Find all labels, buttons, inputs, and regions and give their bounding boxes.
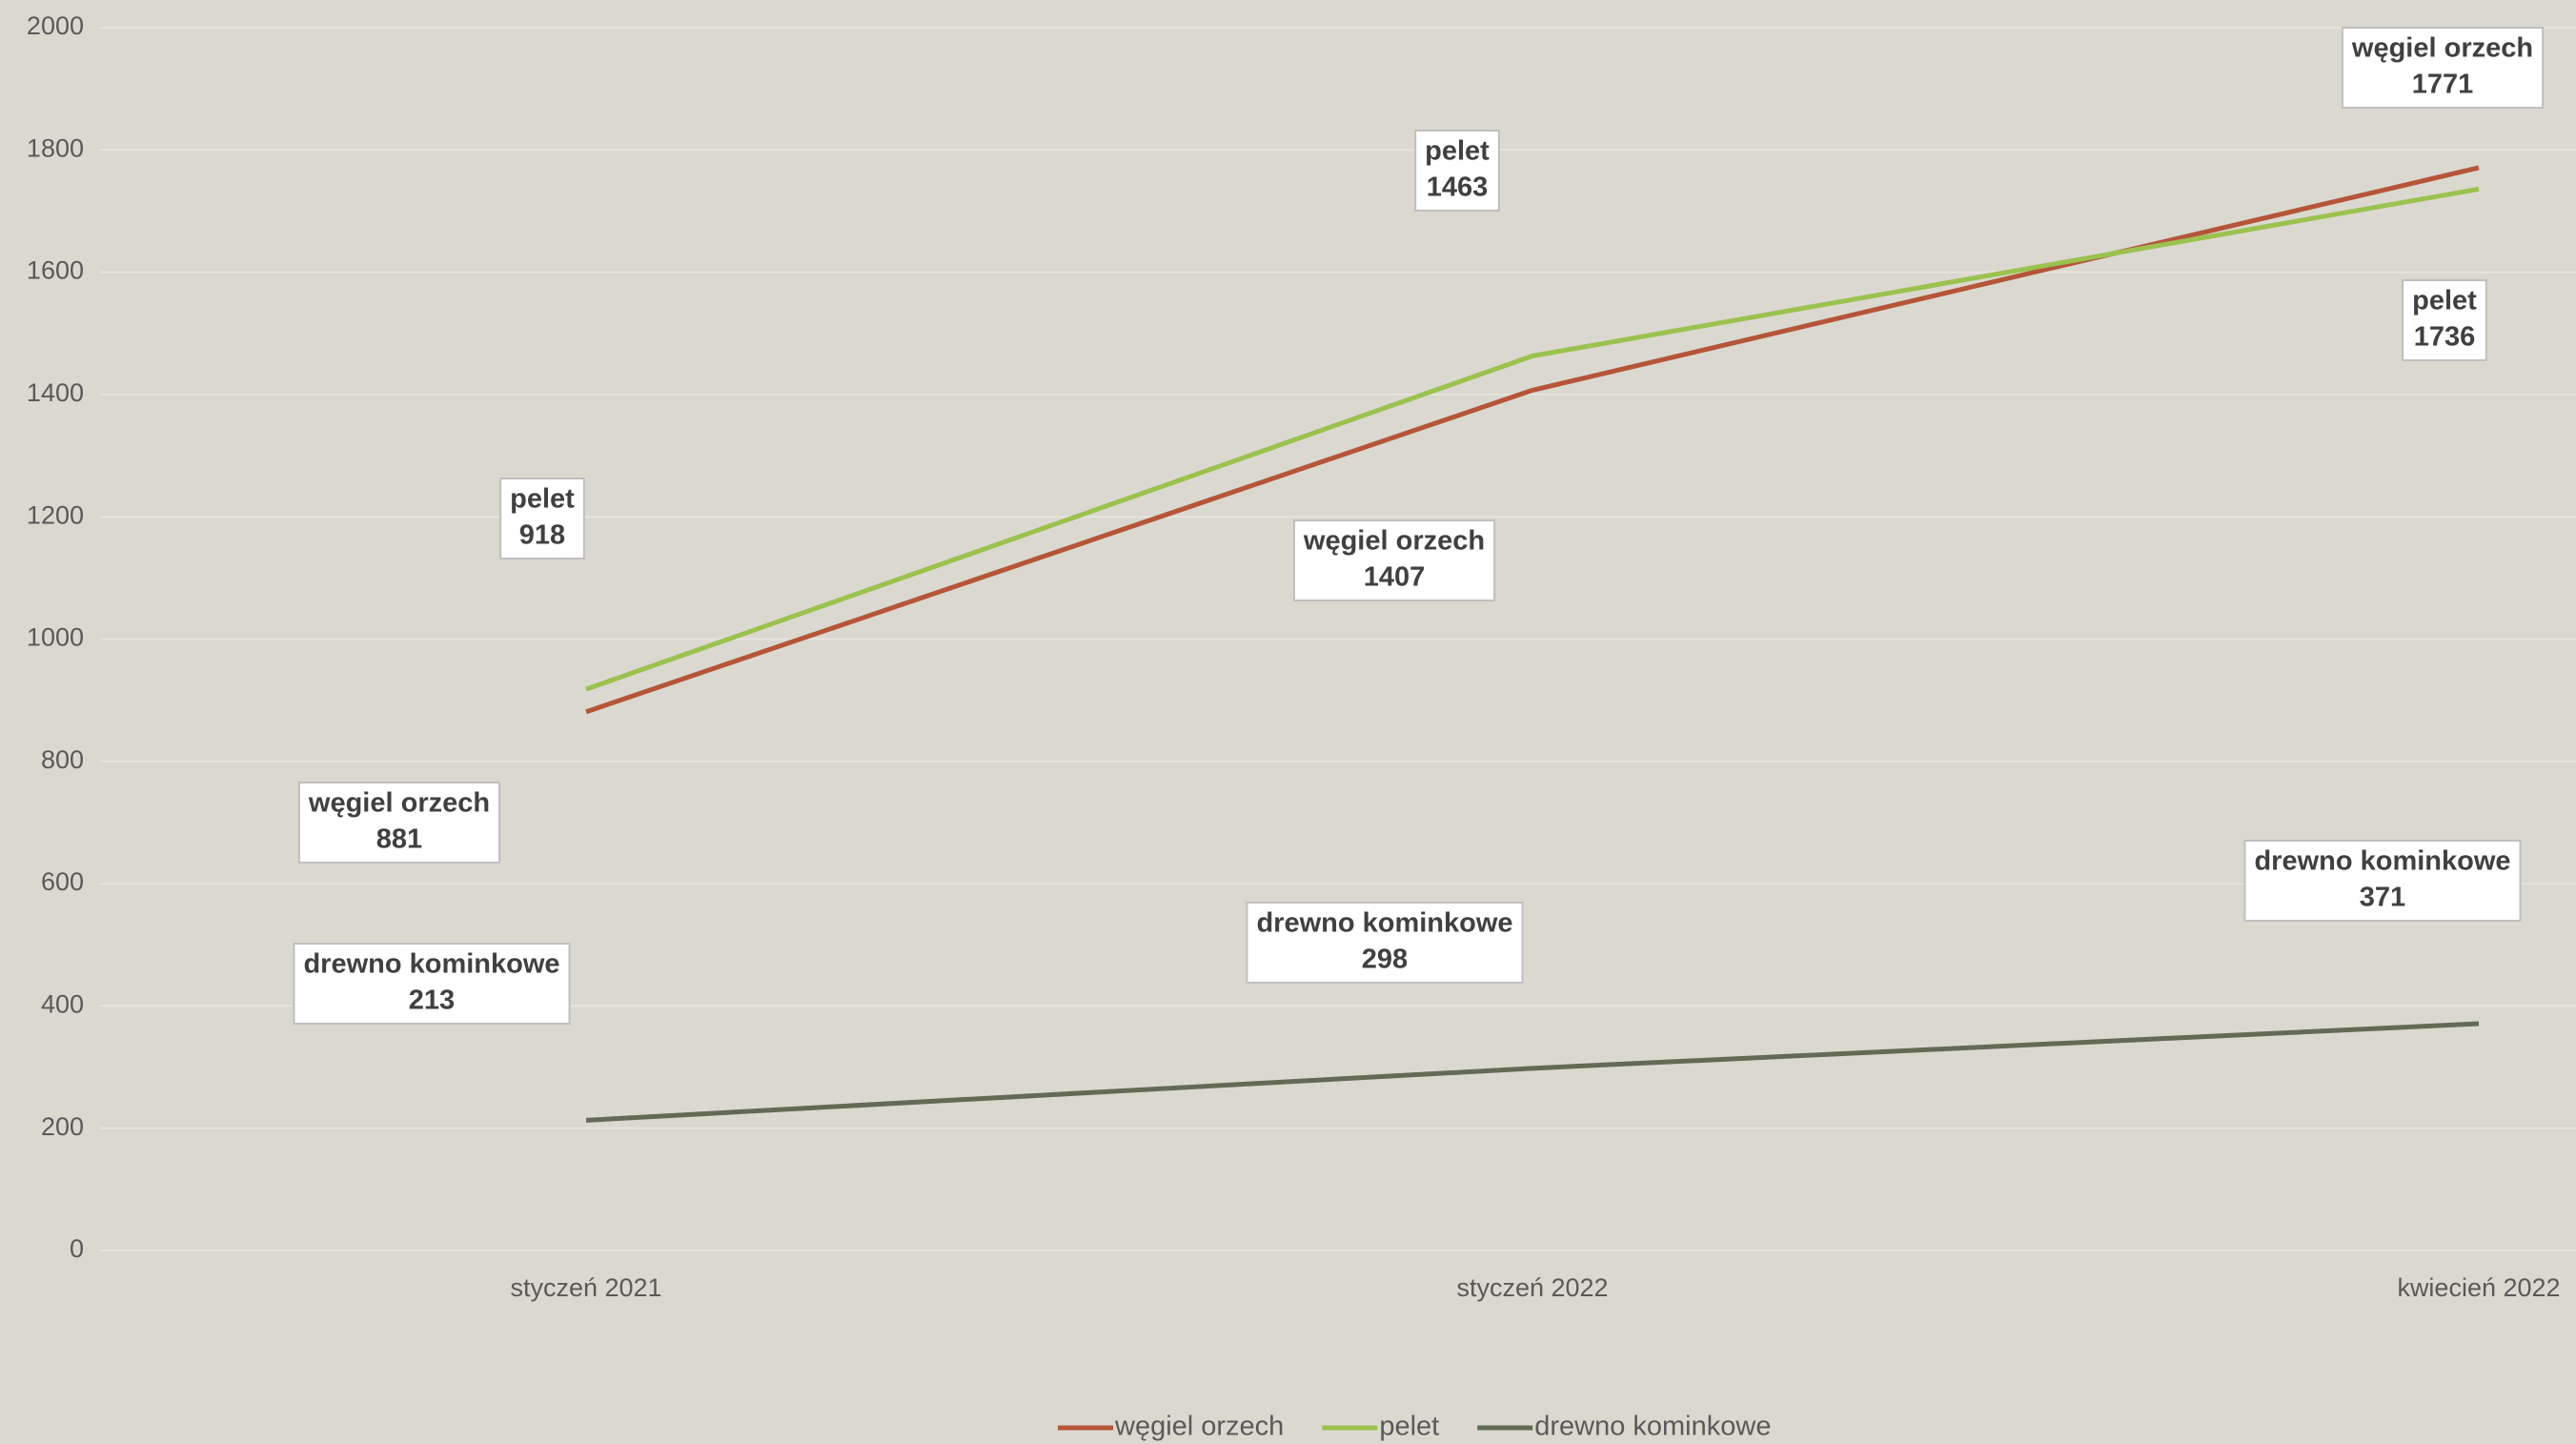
data-label-value: 213 (409, 986, 455, 1016)
data-label-name: pelet (2412, 286, 2477, 316)
data-label-box (2402, 279, 2487, 361)
y-tick-label: 2000 (27, 11, 84, 40)
data-label-value: 298 (1362, 945, 1408, 975)
data-label-name: węgiel orzech (2351, 33, 2533, 64)
y-tick-label: 1400 (27, 378, 84, 407)
legend-label: węgiel orzech (1114, 1412, 1284, 1442)
data-label-box (1414, 130, 1500, 212)
data-label-value: 1736 (2414, 322, 2476, 353)
x-tick-label: styczeń 2022 (1456, 1273, 1608, 1302)
data-label-name: pelet (1425, 136, 1490, 167)
data-label-box (2341, 27, 2545, 109)
series-line (585, 1021, 2480, 1123)
data-label-value: 371 (2360, 883, 2405, 913)
data-label-name: drewno kominkowe (1256, 908, 1512, 939)
y-tick-label: 600 (41, 867, 84, 896)
y-tick-label: 200 (41, 1112, 84, 1141)
series-line (585, 165, 2480, 715)
y-tick-label: 0 (70, 1234, 84, 1263)
data-label-box (2243, 840, 2522, 922)
legend-label: pelet (1379, 1412, 1439, 1442)
y-tick-label: 1800 (27, 133, 84, 162)
data-label-name: węgiel orzech (1303, 526, 1485, 557)
y-tick-label: 1000 (27, 623, 84, 652)
data-label-box (499, 478, 585, 559)
data-label-name: pelet (510, 484, 575, 515)
x-tick-label: kwiecień 2022 (2397, 1273, 2560, 1302)
y-tick-label: 400 (41, 990, 84, 1019)
data-label-name: węgiel orzech (308, 788, 490, 819)
data-label-value: 918 (519, 520, 565, 551)
data-label-value: 1771 (2412, 70, 2474, 100)
data-label-box (1246, 902, 1524, 984)
data-label-box (293, 943, 571, 1025)
legend-label: drewno kominkowe (1534, 1412, 1771, 1442)
data-label-name: drewno kominkowe (2254, 846, 2510, 877)
data-label-box (1292, 519, 1496, 601)
data-label-box (297, 782, 501, 864)
series-line (585, 186, 2480, 692)
data-label-value: 1407 (1364, 562, 1426, 593)
data-label-name: drewno kominkowe (303, 949, 559, 980)
y-tick-label: 1600 (27, 256, 84, 285)
y-tick-label: 1200 (27, 500, 84, 529)
data-label-value: 881 (376, 824, 422, 855)
data-label-value: 1463 (1427, 173, 1489, 203)
x-tick-label: styczeń 2021 (510, 1273, 661, 1302)
y-tick-label: 800 (41, 745, 84, 774)
